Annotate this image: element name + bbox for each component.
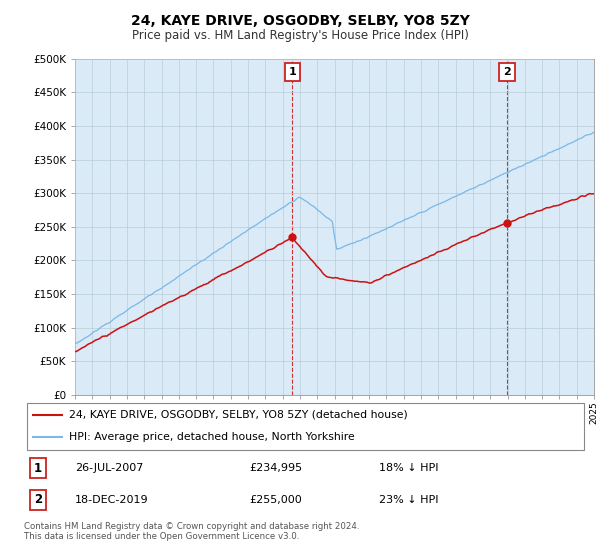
Text: 24, KAYE DRIVE, OSGODBY, SELBY, YO8 5ZY (detached house): 24, KAYE DRIVE, OSGODBY, SELBY, YO8 5ZY … bbox=[69, 410, 408, 420]
Text: 1: 1 bbox=[289, 67, 296, 77]
FancyBboxPatch shape bbox=[27, 403, 584, 450]
Text: £234,995: £234,995 bbox=[250, 464, 303, 473]
Text: 1: 1 bbox=[34, 462, 42, 475]
Text: Contains HM Land Registry data © Crown copyright and database right 2024.
This d: Contains HM Land Registry data © Crown c… bbox=[24, 522, 359, 542]
Text: 2: 2 bbox=[34, 493, 42, 506]
Text: 18-DEC-2019: 18-DEC-2019 bbox=[75, 495, 148, 505]
Text: £255,000: £255,000 bbox=[250, 495, 302, 505]
Text: 24, KAYE DRIVE, OSGODBY, SELBY, YO8 5ZY: 24, KAYE DRIVE, OSGODBY, SELBY, YO8 5ZY bbox=[131, 14, 469, 28]
Text: 26-JUL-2007: 26-JUL-2007 bbox=[75, 464, 143, 473]
Text: 18% ↓ HPI: 18% ↓ HPI bbox=[379, 464, 439, 473]
Text: HPI: Average price, detached house, North Yorkshire: HPI: Average price, detached house, Nort… bbox=[69, 432, 355, 442]
Text: Price paid vs. HM Land Registry's House Price Index (HPI): Price paid vs. HM Land Registry's House … bbox=[131, 29, 469, 42]
Text: 23% ↓ HPI: 23% ↓ HPI bbox=[379, 495, 439, 505]
Text: 2: 2 bbox=[503, 67, 511, 77]
